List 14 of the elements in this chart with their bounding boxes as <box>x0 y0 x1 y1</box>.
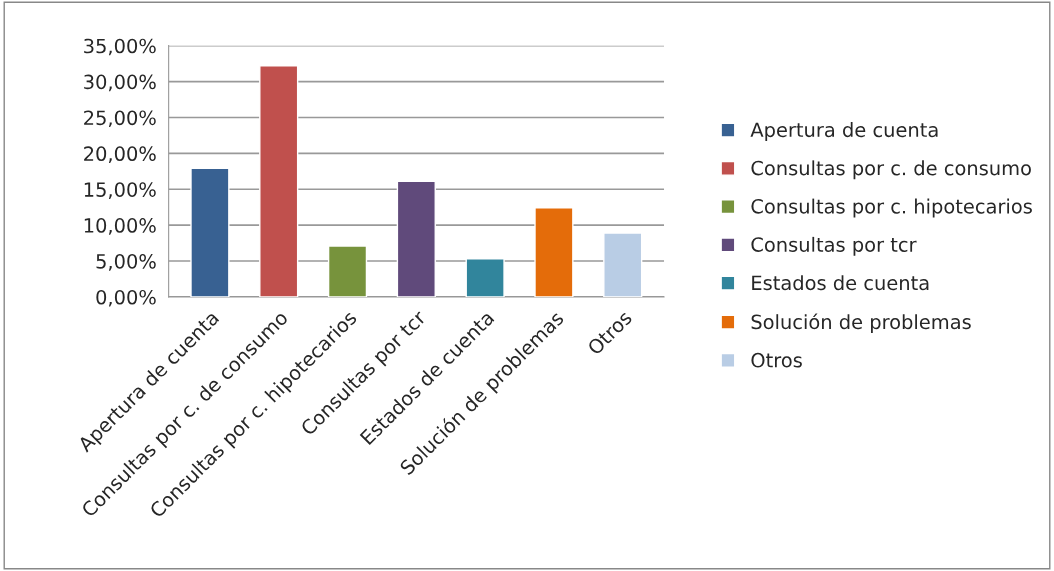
y-tick-label: 15,00% <box>84 182 156 199</box>
y-tick-label: 5,00% <box>96 253 156 271</box>
legend-label: Apertura de cuenta <box>750 122 938 141</box>
legend-label: Consultas por tcr <box>751 236 917 256</box>
y-tick-label: 30,00% <box>84 74 156 92</box>
y-tick-label: 35,00% <box>84 38 156 56</box>
y-tick-label: 20,00% <box>84 146 156 163</box>
y-tick-label: 0,00% <box>96 289 156 307</box>
y-tick-label: 25,00% <box>84 110 156 128</box>
legend-label: Otros <box>751 352 802 368</box>
legend-label: Consultas por c. de consumo <box>751 160 1031 180</box>
y-tick-label: 10,00% <box>84 218 156 235</box>
legend-label: Estados de cuenta <box>752 275 929 291</box>
legend-label: Consultas por c. hipotecarios <box>751 198 1032 218</box>
